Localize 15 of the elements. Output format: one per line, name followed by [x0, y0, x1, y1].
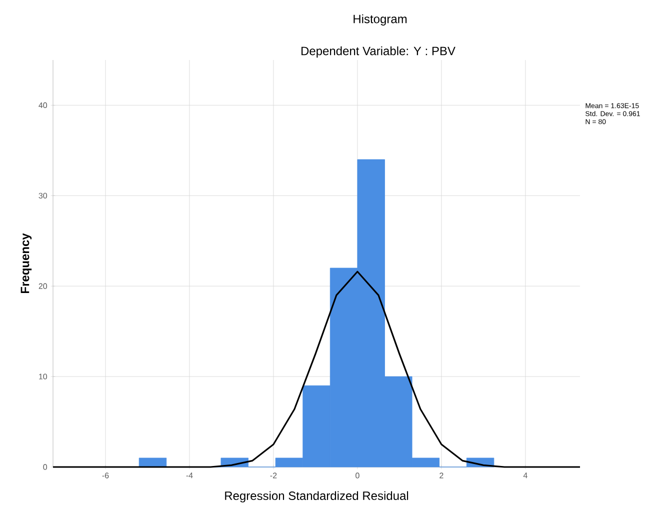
y-tick-label: 40 [38, 102, 48, 108]
x-tick-label: -4 [186, 472, 193, 478]
chart-subtitle: Dependent Variable: Y : PBV [302, 46, 456, 58]
y-axis-title: Frequency [20, 233, 32, 294]
x-tick-label: 4 [523, 472, 528, 478]
chart-title: Histogram [354, 14, 407, 26]
x-tick-label: 0 [356, 472, 360, 478]
x-axis-title: Regression Standardized Residual [225, 491, 408, 502]
y-tick-label: 10 [39, 374, 48, 380]
y-tick-label: 20 [38, 283, 48, 289]
x-tick-label: -6 [102, 472, 109, 478]
x-tick-label: 2 [440, 472, 444, 478]
x-tick-label: -2 [270, 472, 277, 478]
y-tick-label: 0 [43, 464, 48, 470]
y-tick-label: 30 [38, 192, 48, 198]
